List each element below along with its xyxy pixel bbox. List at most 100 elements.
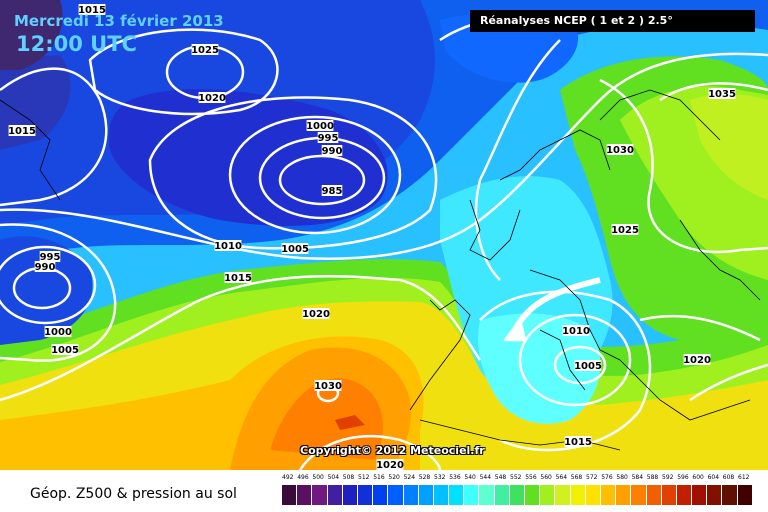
scale-value-label: 500 [312, 474, 324, 481]
isobar-label: 1010 [562, 326, 590, 337]
isobar-label: 990 [35, 262, 56, 273]
isobar-label: 1000 [306, 121, 334, 132]
isobar-label: 1025 [611, 225, 639, 236]
scale-value-label: 496 [297, 474, 309, 481]
source-info-box: Réanalyses NCEP ( 1 et 2 ) 2.5° [470, 10, 755, 32]
scale-value-label: 524 [403, 474, 416, 481]
scale-value-label: 536 [449, 474, 461, 481]
isobar-label: 1015 [564, 437, 592, 448]
scale-value-label: 552 [510, 474, 522, 481]
scale-swatch [388, 485, 404, 505]
scale-swatch [570, 485, 586, 505]
scale-swatch [494, 485, 510, 505]
isobar-label-bg [302, 308, 330, 319]
isobar-label-bg [224, 272, 252, 283]
isobar-label-bg [611, 224, 639, 235]
isobar-label: 1035 [708, 89, 736, 100]
color-scale-bar [282, 485, 753, 505]
isobar-label: 1020 [198, 93, 226, 104]
scale-swatch [282, 485, 298, 505]
scale-value-label: 532 [434, 474, 446, 481]
isobar-label-bg [376, 459, 404, 470]
scale-value-label: 548 [494, 474, 507, 481]
isobar-label: 1030 [606, 145, 634, 156]
isobar-label: 1015 [8, 126, 36, 137]
isobar-label-bg [317, 132, 339, 143]
isobar-label: 1020 [376, 460, 404, 470]
isobar-label-bg [281, 243, 309, 254]
scale-value-label: 540 [464, 474, 476, 481]
scale-swatch [312, 485, 328, 505]
isobar-label: 1025 [191, 45, 219, 56]
isobar-label: 985 [322, 186, 343, 197]
isobar-label: 995 [40, 252, 61, 263]
scale-value-label: 576 [601, 474, 613, 481]
scale-value-label: 564 [555, 474, 568, 481]
isobar-label-bg [214, 240, 242, 251]
scale-value-label: 528 [418, 474, 431, 481]
isobar-label: 990 [322, 146, 343, 157]
isobar-label-bg [8, 125, 36, 136]
isobar-label-bg [564, 436, 592, 447]
isobar-label: 995 [318, 133, 339, 144]
scale-swatch [646, 485, 662, 505]
scale-swatch [403, 485, 419, 505]
isobar-label-bg [708, 88, 736, 99]
isobar-label-bg [574, 360, 602, 371]
scale-value-label: 596 [677, 474, 689, 481]
scale-swatch [600, 485, 617, 505]
scale-swatch [357, 485, 374, 505]
isobar-label-bg [198, 92, 226, 103]
scale-value-label: 520 [388, 474, 400, 481]
scale-value-label: 568 [570, 474, 583, 481]
scale-value-label: 588 [646, 474, 659, 481]
isobar-label-bg [314, 380, 342, 391]
isobar-label: 1020 [302, 309, 330, 320]
scale-swatch [692, 485, 708, 505]
legend-title: Géop. Z500 & pression au sol [30, 486, 237, 502]
scale-swatch [540, 485, 556, 505]
isobar-label: 1005 [281, 244, 309, 255]
scale-value-label: 556 [525, 474, 537, 481]
scale-swatch [327, 485, 343, 505]
copyright-text: Copyright© 2012 Meteociel.fr [300, 444, 485, 457]
isobar-label: 1030 [314, 381, 342, 392]
isobar-label-bg [683, 354, 711, 365]
isobar-label: 1000 [44, 327, 72, 338]
scale-swatch [631, 485, 647, 505]
isobar-label-bg [321, 185, 343, 196]
scale-swatch [342, 485, 358, 505]
scale-swatch [616, 485, 632, 505]
scale-value-label: 572 [586, 474, 598, 481]
isobar-label-bg [39, 251, 61, 262]
scale-swatch [433, 485, 450, 505]
scale-swatch [479, 485, 495, 505]
isobar-label-bg [78, 4, 106, 15]
scale-swatch [449, 485, 465, 505]
map-time: 12:00 UTC [16, 32, 137, 56]
isobar-label-bg [44, 326, 72, 337]
scale-value-label: 584 [631, 474, 644, 481]
isobar-label-bg [306, 120, 334, 131]
color-scale-labels: 492 496 500 504 508 512 516 520 524 528 532 536 540 5… [282, 474, 752, 482]
isobar-label: 1015 [224, 273, 252, 284]
isobar-label-bg [191, 44, 219, 55]
scale-swatch [555, 485, 571, 505]
scale-value-label: 544 [479, 474, 492, 481]
isobar-label: 1005 [574, 361, 602, 372]
isobar-label-bg [321, 145, 343, 156]
scale-swatch [509, 485, 525, 505]
scale-value-label: 604 [707, 474, 720, 481]
scale-value-label: 580 [616, 474, 628, 481]
scale-swatch [707, 485, 723, 505]
isobar-label: 1020 [683, 355, 711, 366]
scale-value-label: 608 [722, 474, 735, 481]
scale-swatch [297, 485, 313, 505]
scale-swatch [661, 485, 677, 505]
scale-value-label: 508 [342, 474, 355, 481]
isobar-label-bg [51, 344, 79, 355]
scale-swatch [585, 485, 601, 505]
scale-swatch [373, 485, 389, 505]
scale-value-label: 504 [327, 474, 340, 481]
scale-value-label: 492 [282, 474, 294, 481]
